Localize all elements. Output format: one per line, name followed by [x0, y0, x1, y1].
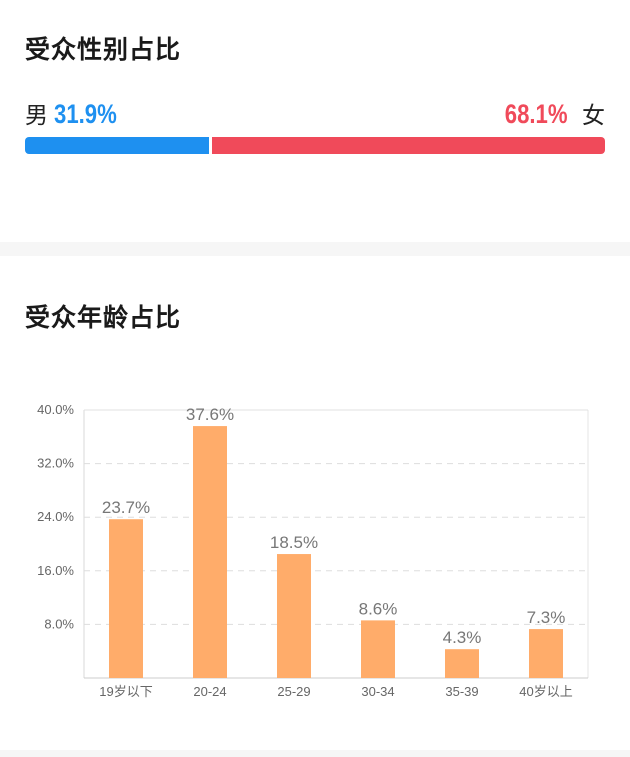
bar-value-label: 7.3%	[527, 608, 566, 627]
bar-value-label: 8.6%	[359, 599, 398, 618]
section-divider	[0, 242, 630, 256]
x-tick-label: 30-34	[361, 684, 394, 699]
gender-bar-separator	[209, 137, 213, 154]
bar-value-label: 37.6%	[186, 405, 234, 424]
bar	[277, 554, 311, 678]
gender-bar-male-segment	[25, 137, 210, 154]
y-tick-label: 40.0%	[37, 402, 74, 417]
male-percentage: 31.9%	[54, 99, 117, 129]
female-percentage: 68.1%	[505, 99, 568, 129]
section-divider-bottom	[0, 750, 630, 757]
x-tick-label: 19岁以下	[99, 684, 152, 699]
male-legend: 男 31.9%	[25, 96, 131, 130]
bar-value-label: 23.7%	[102, 498, 150, 517]
x-tick-label: 35-39	[445, 684, 478, 699]
gender-section-title: 受众性别占比	[25, 35, 182, 64]
bar	[193, 426, 227, 678]
x-tick-label: 40岁以上	[519, 684, 572, 699]
y-tick-label: 16.0%	[37, 563, 74, 578]
y-tick-label: 8.0%	[44, 616, 74, 631]
gender-bar-female-segment	[212, 137, 605, 154]
x-tick-label: 25-29	[277, 684, 310, 699]
bar	[445, 649, 479, 678]
female-label: 女	[582, 103, 605, 129]
bar	[529, 629, 563, 678]
bar	[361, 620, 395, 678]
y-tick-label: 32.0%	[37, 456, 74, 471]
female-legend: 68.1% 女	[491, 96, 605, 130]
bar-value-label: 18.5%	[270, 533, 318, 552]
gender-legend-row: 男 31.9% 68.1% 女	[25, 96, 605, 130]
bar-value-label: 4.3%	[443, 628, 482, 647]
x-tick-label: 20-24	[193, 684, 226, 699]
male-label: 男	[25, 103, 48, 129]
age-bar-chart: 8.0% 16.0% 24.0% 32.0% 40.0% 23.7% 19岁以下 37.6% 2…	[37, 402, 589, 699]
y-tick-label: 24.0%	[37, 509, 74, 524]
bar	[109, 519, 143, 678]
age-section-title: 受众年龄占比	[25, 303, 182, 332]
gender-ratio-bar	[25, 137, 605, 154]
